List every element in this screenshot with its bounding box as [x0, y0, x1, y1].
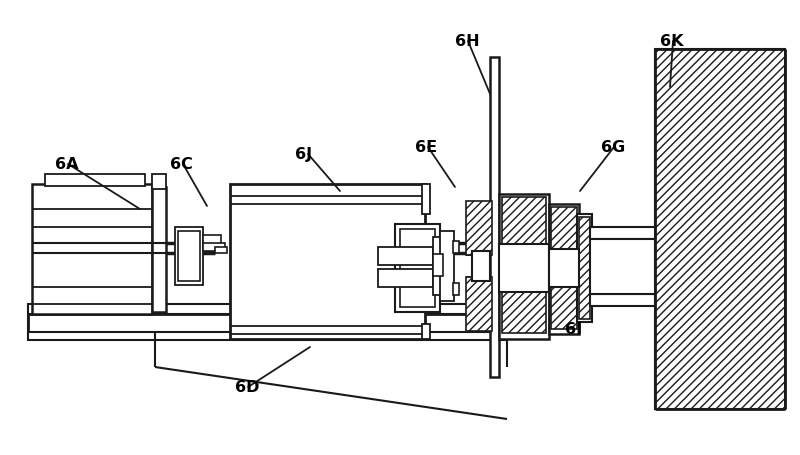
Bar [230, 185, 425, 339]
Bar [203, 236, 221, 252]
Bar [32, 185, 152, 314]
Bar [655, 50, 785, 409]
Bar [472, 252, 490, 281]
Text: 6C: 6C [170, 157, 193, 172]
Bar [590, 294, 655, 306]
Text: 6G: 6G [601, 140, 626, 155]
Bar [490, 58, 499, 377]
Bar [433, 254, 443, 276]
Text: 6J: 6J [295, 147, 312, 162]
Bar [45, 175, 145, 187]
Bar [378, 248, 433, 265]
Bar [203, 243, 225, 252]
Bar [466, 278, 492, 331]
Bar [400, 229, 435, 307]
Bar [378, 269, 433, 288]
Bar [152, 175, 166, 190]
Bar [499, 195, 549, 339]
Text: 6H: 6H [455, 35, 480, 50]
Text: 6D: 6D [235, 379, 259, 394]
Bar [590, 228, 655, 239]
Bar [549, 249, 579, 288]
Bar [466, 202, 492, 255]
Bar [422, 185, 430, 214]
Text: 6E: 6E [415, 140, 437, 155]
Bar [453, 283, 459, 295]
Bar [551, 281, 577, 329]
Text: 6K: 6K [660, 35, 683, 50]
Bar [590, 239, 655, 294]
Text: 6I: 6I [565, 322, 582, 337]
Bar [28, 304, 506, 314]
Bar [178, 232, 200, 281]
Bar [502, 197, 546, 249]
Bar [453, 242, 459, 253]
Bar [215, 248, 227, 253]
Text: 6A: 6A [55, 157, 78, 172]
Bar [175, 228, 203, 285]
Bar [579, 217, 590, 319]
Bar [28, 332, 506, 340]
Bar [395, 224, 440, 312]
Bar [422, 324, 430, 339]
Bar [440, 232, 454, 301]
Bar [577, 214, 592, 322]
Bar [28, 314, 506, 332]
Bar [433, 238, 453, 295]
Bar [152, 187, 166, 312]
Bar [499, 244, 549, 293]
Bar [551, 207, 577, 255]
Bar [549, 205, 579, 334]
Bar [502, 281, 546, 333]
